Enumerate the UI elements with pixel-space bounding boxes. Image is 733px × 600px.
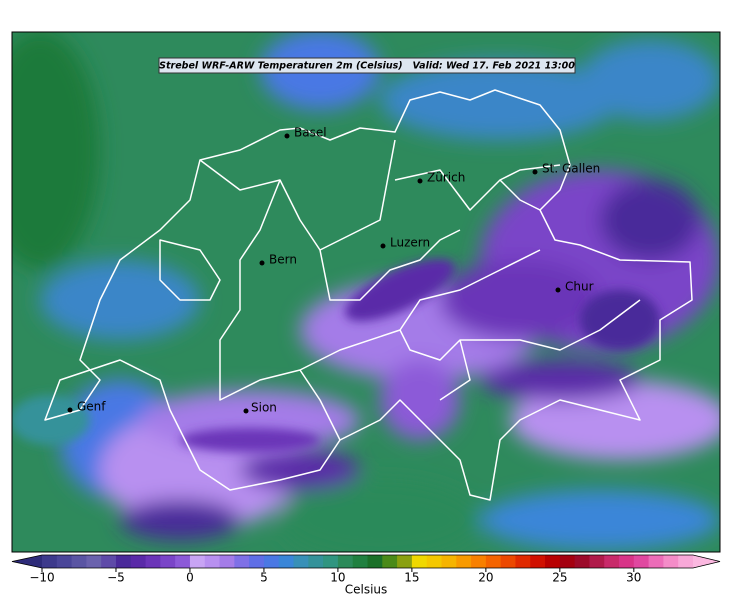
colorbar-bin [42, 555, 58, 568]
map-frame [11, 31, 721, 553]
colorbar-under [12, 555, 42, 568]
colorbar-bin [648, 555, 664, 568]
colorbar-bin [663, 555, 679, 568]
colorbar-tick-label: −5 [107, 571, 125, 585]
colorbar-bin [589, 555, 605, 568]
city-marker [532, 169, 538, 175]
colorbar-tick-label: 30 [626, 571, 641, 585]
colorbar-tick-label: 5 [260, 571, 268, 585]
colorbar-bin [559, 555, 576, 568]
colorbar-bin [426, 555, 442, 568]
city-marker [67, 407, 73, 413]
colorbar: −10 −5 0 5 10 15 20 25 30 [11, 554, 721, 585]
colorbar-bin [323, 555, 339, 568]
city-marker [380, 243, 386, 249]
colorbar-tick-label: 20 [478, 571, 493, 585]
city-label: St. Gallen [542, 162, 600, 176]
borders [44, 89, 693, 501]
colorbar-bin [485, 555, 502, 568]
colorbar-bin [500, 555, 516, 568]
city-label: Chur [565, 280, 594, 294]
colorbar-bin [145, 555, 161, 568]
colorbar-bin [604, 555, 620, 568]
colorbar-bin [130, 555, 147, 568]
colorbar-tick-label: −10 [29, 571, 54, 585]
colorbar-bin [411, 555, 428, 568]
colorbar-bin [441, 555, 457, 568]
city-label: Basel [294, 126, 327, 140]
title-box: Strebel WRF-ARW Temperaturen 2m (Celsius… [158, 57, 576, 74]
city-label: Zürich [427, 171, 465, 185]
colorbar-tick-label: 10 [330, 571, 345, 585]
colorbar-bin [189, 555, 206, 568]
city-label: Sion [251, 401, 277, 415]
colorbar-bin [234, 555, 250, 568]
colorbar-bin [278, 555, 295, 568]
colorbar-bin [263, 555, 280, 568]
colorbar-bin [456, 555, 472, 568]
colorbar-bin [367, 555, 383, 568]
city-marker [555, 287, 561, 293]
colorbar-bin [619, 555, 635, 568]
city-marker [259, 260, 265, 266]
city-label: Genf [77, 400, 106, 414]
colorbar-tick-label: 25 [552, 571, 567, 585]
colorbar-bin [86, 555, 102, 568]
colorbar-bin [471, 555, 487, 568]
city-label: Bern [269, 253, 297, 267]
colorbar-label: Celsius [345, 583, 388, 597]
colorbar-bin [71, 555, 87, 568]
map-title: Strebel WRF-ARW Temperaturen 2m (Celsius… [159, 61, 575, 72]
colorbar-bin [308, 555, 324, 568]
colorbar-bin [204, 555, 221, 568]
city-label: Luzern [390, 236, 430, 250]
colorbar-bin [382, 555, 398, 568]
colorbar-bin [249, 555, 265, 568]
colorbar-bin [160, 555, 176, 568]
colorbar-bin [633, 555, 650, 568]
colorbar-bin [101, 555, 117, 568]
temperature-field [12, 32, 720, 552]
cities: Basel Zürich St. Gallen Luzern Bern Chur… [67, 126, 600, 415]
colorbar-bin [515, 555, 531, 568]
colorbar-tick-label: 0 [186, 571, 194, 585]
colorbar-bin [337, 555, 354, 568]
colorbar-bin [56, 555, 73, 568]
colorbar-bin [545, 555, 561, 568]
colorbar-bin [175, 555, 191, 568]
colorbar-bin [530, 555, 546, 568]
colorbar-tick-label: 15 [404, 571, 419, 585]
city-marker [284, 133, 290, 139]
city-marker [417, 178, 423, 184]
colorbar-bin [219, 555, 235, 568]
colorbar-over [693, 555, 720, 568]
colorbar-bin [397, 555, 413, 568]
colorbar-bin [293, 555, 309, 568]
colorbar-bin [678, 555, 694, 568]
colorbar-bin [574, 555, 590, 568]
colorbar-bin [115, 555, 132, 568]
city-marker [243, 408, 249, 414]
colorbar-bin [352, 555, 368, 568]
